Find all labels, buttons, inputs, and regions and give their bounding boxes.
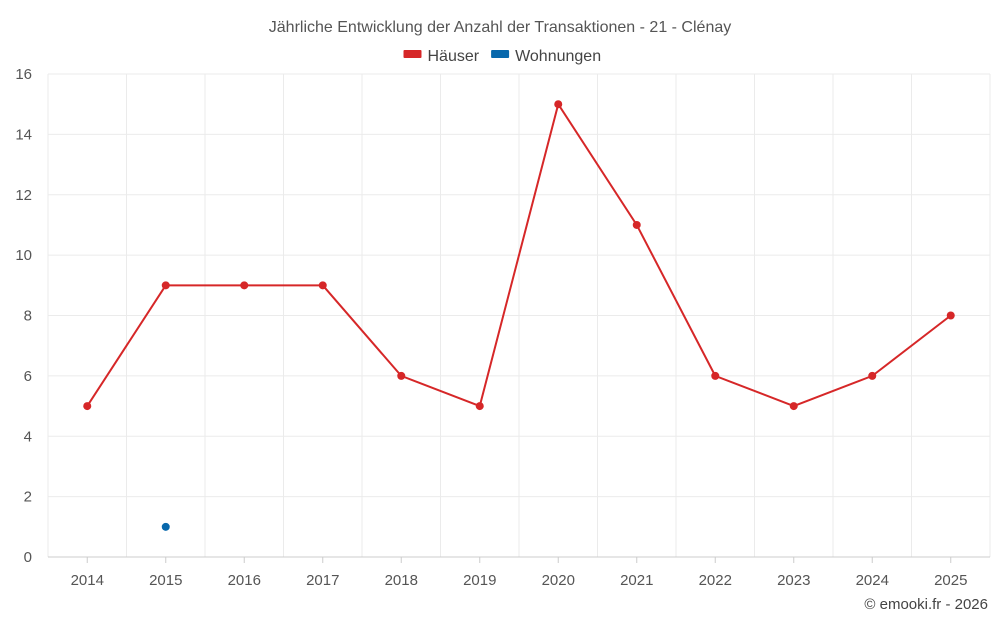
data-point[interactable] — [946, 311, 955, 320]
data-point[interactable] — [868, 371, 877, 380]
y-tick-label: 16 — [15, 66, 32, 83]
x-tick-label: 2016 — [228, 572, 261, 589]
data-point[interactable] — [318, 281, 327, 290]
x-tick-label: 2024 — [856, 572, 889, 589]
y-tick-label: 0 — [24, 549, 32, 566]
x-tick-label: 2019 — [463, 572, 496, 589]
data-point[interactable] — [83, 402, 92, 411]
data-point[interactable] — [632, 220, 641, 229]
data-point[interactable] — [240, 281, 249, 290]
legend-swatch — [491, 50, 510, 58]
data-point[interactable] — [789, 402, 798, 411]
legend-label: Häuser — [428, 48, 480, 65]
data-point[interactable] — [161, 281, 170, 290]
legend-label: Wohnungen — [515, 48, 601, 65]
x-tick-label: 2015 — [149, 572, 182, 589]
data-point[interactable] — [161, 522, 170, 531]
legend-swatch — [403, 50, 422, 58]
x-tick-label: 2017 — [306, 572, 339, 589]
legend-item[interactable]: Häuser — [403, 48, 480, 65]
series-line — [86, 103, 952, 408]
legend-item[interactable]: Wohnungen — [491, 48, 601, 65]
x-tick-label: 2021 — [620, 572, 653, 589]
y-tick-label: 2 — [24, 489, 32, 506]
data-point[interactable] — [475, 402, 484, 411]
y-tick-label: 6 — [24, 368, 32, 385]
legend: Häuser Wohnungen — [403, 48, 601, 65]
x-tick-label: 2014 — [71, 572, 104, 589]
axes: 0 2 4 6 8 10 12 14 16 2014 2015 2016 2017 2018 2019 202… — [15, 66, 990, 589]
series-0 — [83, 100, 955, 411]
y-tick-label: 12 — [15, 187, 32, 204]
y-tick-label: 10 — [15, 247, 32, 264]
x-tick-label: 2023 — [777, 572, 810, 589]
y-tick-label: 8 — [24, 308, 32, 325]
x-tick-label: 2018 — [385, 572, 418, 589]
grid — [47, 73, 991, 557]
x-tick-label: 2025 — [934, 572, 967, 589]
x-tick-label: 2022 — [699, 572, 732, 589]
y-tick-label: 4 — [24, 428, 32, 445]
series-layer — [83, 100, 955, 531]
x-tick-label: 2020 — [542, 572, 575, 589]
y-tick-label: 14 — [15, 126, 32, 143]
chart-title: Jährliche Entwicklung der Anzahl der Tra… — [269, 19, 731, 36]
data-point[interactable] — [554, 100, 563, 109]
data-point[interactable] — [397, 371, 406, 380]
data-point[interactable] — [711, 371, 720, 380]
series-1 — [161, 522, 170, 531]
credit-text: © emooki.fr - 2026 — [864, 596, 988, 613]
